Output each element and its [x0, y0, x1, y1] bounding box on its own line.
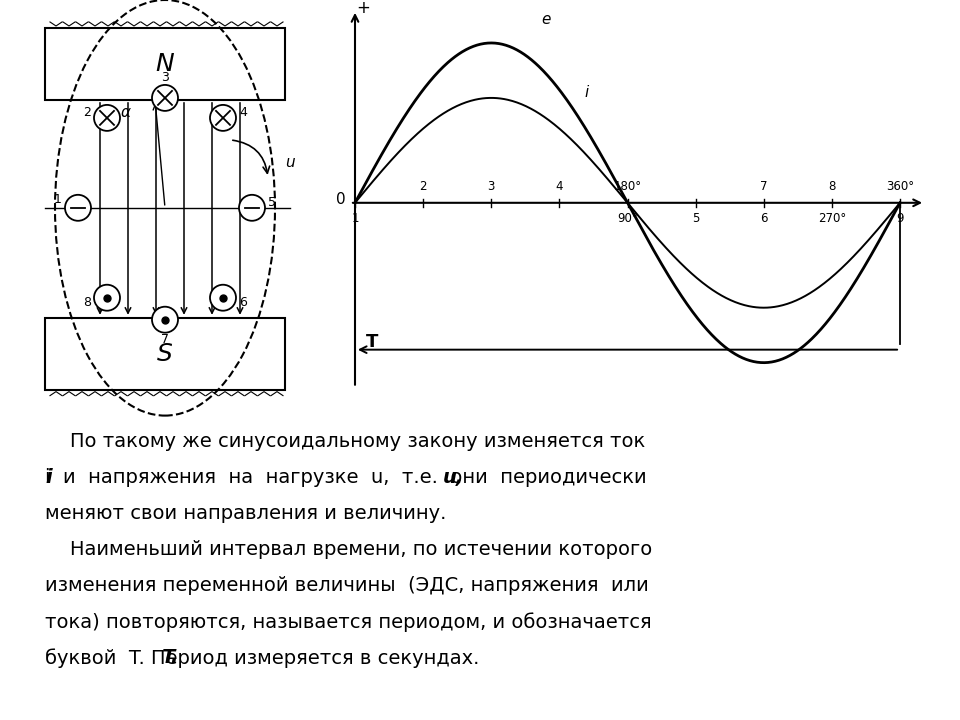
Circle shape — [210, 284, 236, 311]
Text: 1: 1 — [351, 212, 359, 225]
Text: 270°: 270° — [818, 212, 846, 225]
Text: изменения переменной величины  (ЭДС, напряжения  или: изменения переменной величины (ЭДС, напр… — [45, 576, 649, 595]
Text: 6: 6 — [239, 296, 247, 309]
Text: По такому же синусоидальному закону изменяется ток: По такому же синусоидальному закону изме… — [45, 431, 645, 451]
Text: u,: u, — [443, 468, 465, 487]
Text: +: + — [356, 0, 370, 17]
Text: i: i — [585, 86, 588, 100]
Text: 4: 4 — [556, 180, 564, 194]
Text: S: S — [157, 342, 173, 366]
Text: 180°: 180° — [613, 180, 641, 194]
Bar — [45, 318, 285, 390]
Text: α: α — [121, 105, 131, 120]
Text: меняют свои направления и величину.: меняют свои направления и величину. — [45, 504, 446, 523]
Text: 8: 8 — [828, 180, 835, 194]
Bar — [45, 28, 285, 100]
Text: T: T — [366, 333, 378, 351]
Text: 8: 8 — [83, 296, 91, 309]
Circle shape — [152, 307, 178, 333]
Text: T.: T. — [161, 648, 179, 667]
Text: 5: 5 — [692, 212, 699, 225]
Text: 7: 7 — [161, 333, 169, 346]
Circle shape — [94, 105, 120, 131]
Circle shape — [210, 105, 236, 131]
Text: 90°: 90° — [617, 212, 637, 225]
Text: 2: 2 — [84, 107, 91, 120]
Text: тока) повторяются, называется периодом, и обозначается: тока) повторяются, называется периодом, … — [45, 612, 652, 631]
Circle shape — [94, 284, 120, 311]
FancyArrowPatch shape — [232, 140, 270, 174]
Circle shape — [152, 85, 178, 111]
Text: 7: 7 — [760, 180, 767, 194]
Text: 6: 6 — [760, 212, 767, 225]
Circle shape — [239, 195, 265, 221]
Text: 2: 2 — [420, 180, 427, 194]
Text: N: N — [156, 52, 175, 76]
Text: буквой  T. Период измеряется в секундах.: буквой T. Период измеряется в секундах. — [45, 648, 479, 667]
Circle shape — [65, 195, 91, 221]
Text: 0: 0 — [336, 192, 346, 207]
Text: 5: 5 — [268, 197, 276, 210]
Text: u: u — [285, 156, 295, 171]
Text: e: e — [541, 12, 551, 27]
Text: i  и  напряжения  на  нагрузке  u,  т.е.  они  периодически: i и напряжения на нагрузке u, т.е. они п… — [45, 468, 647, 487]
Text: i: i — [45, 468, 52, 487]
Text: 3: 3 — [488, 180, 495, 194]
Text: Наименьший интервал времени, по истечении которого: Наименьший интервал времени, по истечени… — [45, 540, 652, 559]
Text: 9: 9 — [897, 212, 903, 225]
Text: 3: 3 — [161, 71, 169, 84]
Text: 4: 4 — [239, 107, 247, 120]
Text: 1: 1 — [54, 193, 62, 207]
Text: 360°: 360° — [886, 180, 914, 194]
